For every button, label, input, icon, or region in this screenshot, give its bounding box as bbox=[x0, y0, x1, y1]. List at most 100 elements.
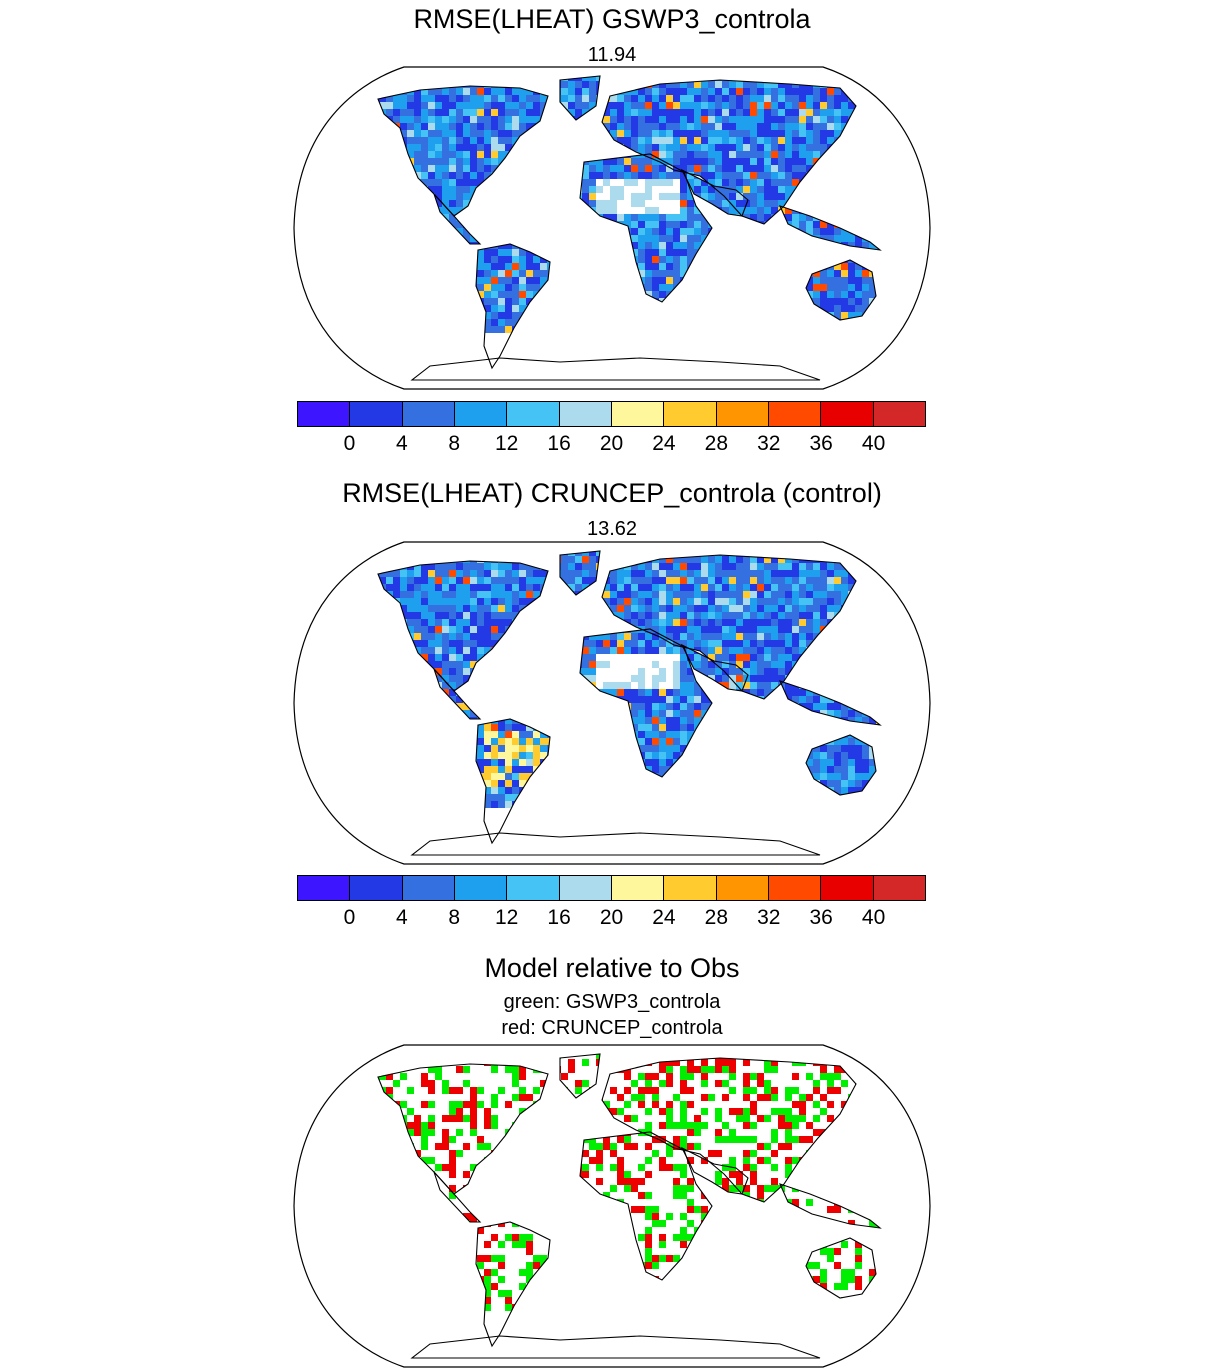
grid-cell bbox=[736, 584, 743, 591]
grid-cell bbox=[715, 144, 722, 151]
grid-cell bbox=[743, 158, 750, 165]
grid-cell bbox=[771, 598, 778, 605]
grid-cell bbox=[659, 731, 666, 738]
grid-cell bbox=[442, 661, 449, 668]
grid-cell bbox=[659, 598, 666, 605]
grid-cell bbox=[827, 270, 834, 277]
grid-cell bbox=[428, 619, 435, 626]
grid-cell bbox=[561, 577, 568, 584]
grid-cell bbox=[722, 207, 729, 214]
grid-cell bbox=[813, 102, 820, 109]
grid-cell bbox=[491, 144, 498, 151]
grid-cell bbox=[484, 626, 491, 633]
grid-cell bbox=[484, 563, 491, 570]
grid-cell bbox=[729, 95, 736, 102]
grid-cell bbox=[729, 137, 736, 144]
grid-cell bbox=[470, 179, 477, 186]
grid-cell bbox=[596, 640, 603, 647]
grid-cell bbox=[624, 123, 631, 130]
grid-cell bbox=[792, 689, 799, 696]
grid-cell bbox=[645, 242, 652, 249]
grid-cell bbox=[848, 270, 855, 277]
grid-cell bbox=[463, 710, 470, 717]
grid-cell bbox=[708, 556, 715, 563]
grid-cell bbox=[652, 109, 659, 116]
grid-cell bbox=[792, 151, 799, 158]
grid-cell bbox=[428, 605, 435, 612]
grid-cell bbox=[687, 668, 694, 675]
grid-cell bbox=[722, 633, 729, 640]
grid-cell bbox=[428, 647, 435, 654]
grid-cell bbox=[680, 137, 687, 144]
grid-cell bbox=[491, 102, 498, 109]
grid-cell bbox=[533, 116, 540, 123]
grid-cell bbox=[813, 151, 820, 158]
grid-cell bbox=[477, 752, 484, 759]
grid-cell bbox=[610, 598, 617, 605]
grid-cell bbox=[526, 270, 533, 277]
grid-cell bbox=[687, 640, 694, 647]
grid-cell bbox=[813, 130, 820, 137]
grid-cell bbox=[463, 151, 470, 158]
coastline bbox=[410, 357, 821, 381]
grid-cell bbox=[715, 179, 722, 186]
grid-cell bbox=[799, 640, 806, 647]
grid-cell bbox=[638, 605, 645, 612]
grid-cell bbox=[834, 584, 841, 591]
grid-cell bbox=[561, 570, 568, 577]
grid-cell bbox=[666, 626, 673, 633]
grid-cell bbox=[757, 214, 764, 221]
grid-cell bbox=[568, 88, 575, 95]
grid-cell bbox=[757, 675, 764, 682]
grid-cell bbox=[435, 137, 442, 144]
grid-cell bbox=[652, 731, 659, 738]
grid-cell bbox=[652, 123, 659, 130]
grid-cell bbox=[631, 95, 638, 102]
grid-cell bbox=[498, 116, 505, 123]
grid-cell bbox=[519, 584, 526, 591]
grid-cell bbox=[435, 200, 442, 207]
grid-cell bbox=[666, 137, 673, 144]
grid-cell bbox=[449, 193, 456, 200]
grid-cell bbox=[771, 109, 778, 116]
grid-cell bbox=[505, 88, 512, 95]
grid-cell bbox=[855, 235, 862, 242]
grid-cell bbox=[645, 682, 652, 689]
grid-cell bbox=[820, 570, 827, 577]
grid-cell bbox=[526, 731, 533, 738]
grid-cell bbox=[827, 109, 834, 116]
grid-cell bbox=[505, 731, 512, 738]
grid-cell bbox=[477, 724, 484, 731]
grid-cell bbox=[491, 591, 498, 598]
grid-cell bbox=[715, 626, 722, 633]
grid-cell bbox=[414, 626, 421, 633]
grid-cell bbox=[484, 144, 491, 151]
grid-cell bbox=[687, 88, 694, 95]
grid-cell bbox=[407, 619, 414, 626]
grid-cell bbox=[610, 172, 617, 179]
grid-cell bbox=[421, 137, 428, 144]
grid-cell bbox=[659, 172, 666, 179]
grid-cell bbox=[512, 570, 519, 577]
grid-cell bbox=[477, 598, 484, 605]
grid-cell bbox=[687, 207, 694, 214]
grid-cell bbox=[778, 570, 785, 577]
grid-cell bbox=[491, 95, 498, 102]
grid-cell bbox=[680, 640, 687, 647]
grid-cell bbox=[484, 158, 491, 165]
grid-cell bbox=[736, 675, 743, 682]
grid-cell bbox=[708, 619, 715, 626]
grid-cell bbox=[792, 95, 799, 102]
grid-cell bbox=[722, 88, 729, 95]
grid-cell bbox=[491, 584, 498, 591]
grid-cell bbox=[722, 619, 729, 626]
grid-cell bbox=[505, 312, 512, 319]
grid-cell bbox=[715, 165, 722, 172]
grid-cell bbox=[470, 563, 477, 570]
grid-cell bbox=[561, 81, 568, 88]
grid-cell bbox=[750, 158, 757, 165]
grid-cell bbox=[477, 158, 484, 165]
grid-cell bbox=[456, 563, 463, 570]
grid-cell bbox=[722, 81, 729, 88]
grid-cell bbox=[414, 158, 421, 165]
